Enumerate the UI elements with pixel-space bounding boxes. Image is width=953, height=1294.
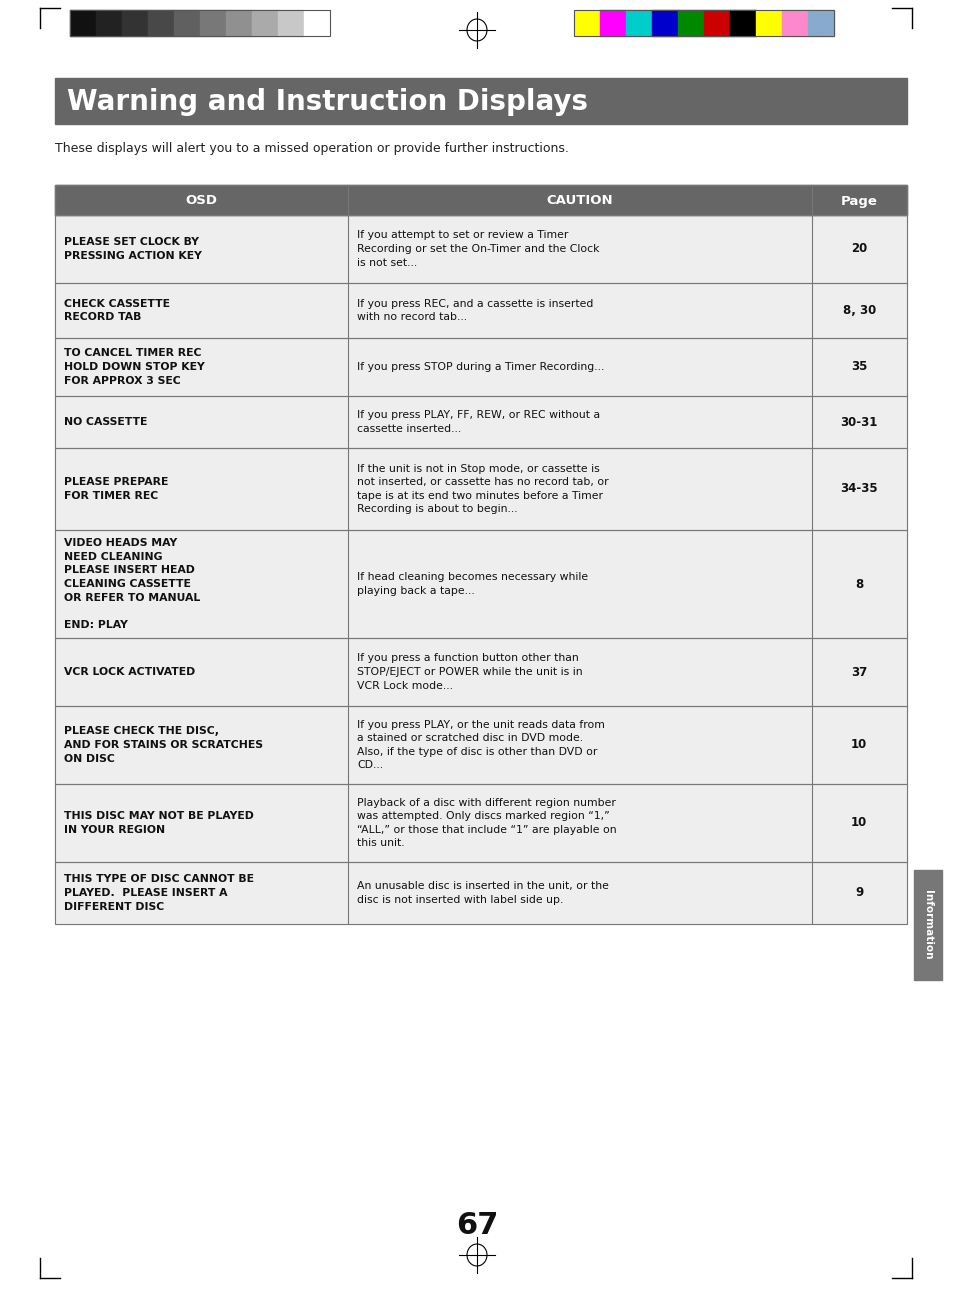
Text: Page: Page bbox=[840, 194, 877, 207]
Bar bbox=[55, 862, 906, 924]
Bar bbox=[304, 10, 330, 36]
Bar bbox=[55, 448, 906, 531]
Bar bbox=[55, 78, 906, 124]
Bar bbox=[277, 10, 304, 36]
Bar bbox=[55, 283, 906, 338]
Text: OSD: OSD bbox=[185, 194, 217, 207]
Bar bbox=[55, 638, 906, 707]
Text: THIS DISC MAY NOT BE PLAYED
IN YOUR REGION: THIS DISC MAY NOT BE PLAYED IN YOUR REGI… bbox=[64, 811, 253, 835]
Text: 67: 67 bbox=[456, 1210, 497, 1240]
Bar bbox=[70, 10, 330, 36]
Bar bbox=[807, 10, 833, 36]
Bar bbox=[55, 862, 906, 924]
Text: TO CANCEL TIMER REC
HOLD DOWN STOP KEY
FOR APPROX 3 SEC: TO CANCEL TIMER REC HOLD DOWN STOP KEY F… bbox=[64, 348, 205, 386]
Text: 37: 37 bbox=[850, 665, 866, 678]
Bar bbox=[70, 10, 96, 36]
Text: 8, 30: 8, 30 bbox=[841, 304, 875, 317]
Bar bbox=[755, 10, 781, 36]
Text: 35: 35 bbox=[850, 361, 866, 374]
Text: If you press a function button other than
STOP/EJECT or POWER while the unit is : If you press a function button other tha… bbox=[356, 653, 582, 691]
Text: These displays will alert you to a missed operation or provide further instructi: These displays will alert you to a misse… bbox=[55, 142, 568, 155]
Text: 30-31: 30-31 bbox=[840, 415, 877, 428]
Text: 10: 10 bbox=[850, 817, 866, 829]
Text: If you press STOP during a Timer Recording...: If you press STOP during a Timer Recordi… bbox=[356, 362, 604, 371]
Text: 9: 9 bbox=[854, 886, 862, 899]
Bar bbox=[651, 10, 678, 36]
Bar bbox=[55, 338, 906, 396]
Bar bbox=[55, 784, 906, 862]
Bar bbox=[55, 784, 906, 862]
Bar bbox=[55, 531, 906, 638]
Text: 10: 10 bbox=[850, 739, 866, 752]
Bar bbox=[55, 215, 906, 283]
Bar bbox=[678, 10, 703, 36]
Bar bbox=[599, 10, 625, 36]
Bar bbox=[55, 185, 906, 215]
Text: CHECK CASSETTE
RECORD TAB: CHECK CASSETTE RECORD TAB bbox=[64, 299, 170, 322]
Bar bbox=[574, 10, 833, 36]
Text: If you press PLAY, or the unit reads data from
a stained or scratched disc in DV: If you press PLAY, or the unit reads dat… bbox=[356, 719, 604, 770]
Bar bbox=[96, 10, 122, 36]
Bar bbox=[55, 638, 906, 707]
Text: THIS TYPE OF DISC CANNOT BE
PLAYED.  PLEASE INSERT A
DIFFERENT DISC: THIS TYPE OF DISC CANNOT BE PLAYED. PLEA… bbox=[64, 875, 253, 911]
Text: If head cleaning becomes necessary while
playing back a tape...: If head cleaning becomes necessary while… bbox=[356, 572, 588, 595]
Bar bbox=[55, 185, 906, 215]
Text: PLEASE CHECK THE DISC,
AND FOR STAINS OR SCRATCHES
ON DISC: PLEASE CHECK THE DISC, AND FOR STAINS OR… bbox=[64, 726, 263, 763]
Bar bbox=[55, 283, 906, 338]
Bar bbox=[55, 448, 906, 531]
Bar bbox=[148, 10, 173, 36]
Text: CAUTION: CAUTION bbox=[546, 194, 613, 207]
Bar bbox=[55, 531, 906, 638]
Text: If you press REC, and a cassette is inserted
with no record tab...: If you press REC, and a cassette is inse… bbox=[356, 299, 593, 322]
Text: VCR LOCK ACTIVATED: VCR LOCK ACTIVATED bbox=[64, 666, 195, 677]
Bar bbox=[122, 10, 148, 36]
Bar bbox=[781, 10, 807, 36]
Text: If the unit is not in Stop mode, or cassette is
not inserted, or cassette has no: If the unit is not in Stop mode, or cass… bbox=[356, 463, 608, 515]
Bar bbox=[173, 10, 200, 36]
Bar bbox=[252, 10, 277, 36]
Text: VIDEO HEADS MAY
NEED CLEANING
PLEASE INSERT HEAD
CLEANING CASSETTE
OR REFER TO M: VIDEO HEADS MAY NEED CLEANING PLEASE INS… bbox=[64, 538, 200, 630]
Bar bbox=[625, 10, 651, 36]
Bar bbox=[55, 396, 906, 448]
Bar bbox=[55, 707, 906, 784]
Bar bbox=[226, 10, 252, 36]
Bar bbox=[55, 338, 906, 396]
Bar bbox=[729, 10, 755, 36]
Bar bbox=[574, 10, 599, 36]
Bar bbox=[200, 10, 226, 36]
Text: If you press PLAY, FF, REW, or REC without a
cassette inserted...: If you press PLAY, FF, REW, or REC witho… bbox=[356, 410, 599, 433]
Text: PLEASE PREPARE
FOR TIMER REC: PLEASE PREPARE FOR TIMER REC bbox=[64, 477, 168, 501]
Text: Playback of a disc with different region number
was attempted. Only discs marked: Playback of a disc with different region… bbox=[356, 797, 616, 849]
Text: 8: 8 bbox=[854, 577, 862, 590]
Text: NO CASSETTE: NO CASSETTE bbox=[64, 417, 147, 427]
Text: PLEASE SET CLOCK BY
PRESSING ACTION KEY: PLEASE SET CLOCK BY PRESSING ACTION KEY bbox=[64, 237, 202, 261]
Text: If you attempt to set or review a Timer
Recording or set the On-Timer and the Cl: If you attempt to set or review a Timer … bbox=[356, 230, 598, 268]
Bar bbox=[703, 10, 729, 36]
Bar bbox=[913, 870, 941, 980]
Text: 20: 20 bbox=[850, 242, 866, 255]
Bar bbox=[55, 396, 906, 448]
Text: Warning and Instruction Displays: Warning and Instruction Displays bbox=[67, 88, 587, 116]
Bar bbox=[55, 215, 906, 283]
Bar bbox=[55, 707, 906, 784]
Text: An unusable disc is inserted in the unit, or the
disc is not inserted with label: An unusable disc is inserted in the unit… bbox=[356, 881, 608, 905]
Text: Information: Information bbox=[923, 890, 932, 960]
Text: 34-35: 34-35 bbox=[840, 483, 877, 496]
